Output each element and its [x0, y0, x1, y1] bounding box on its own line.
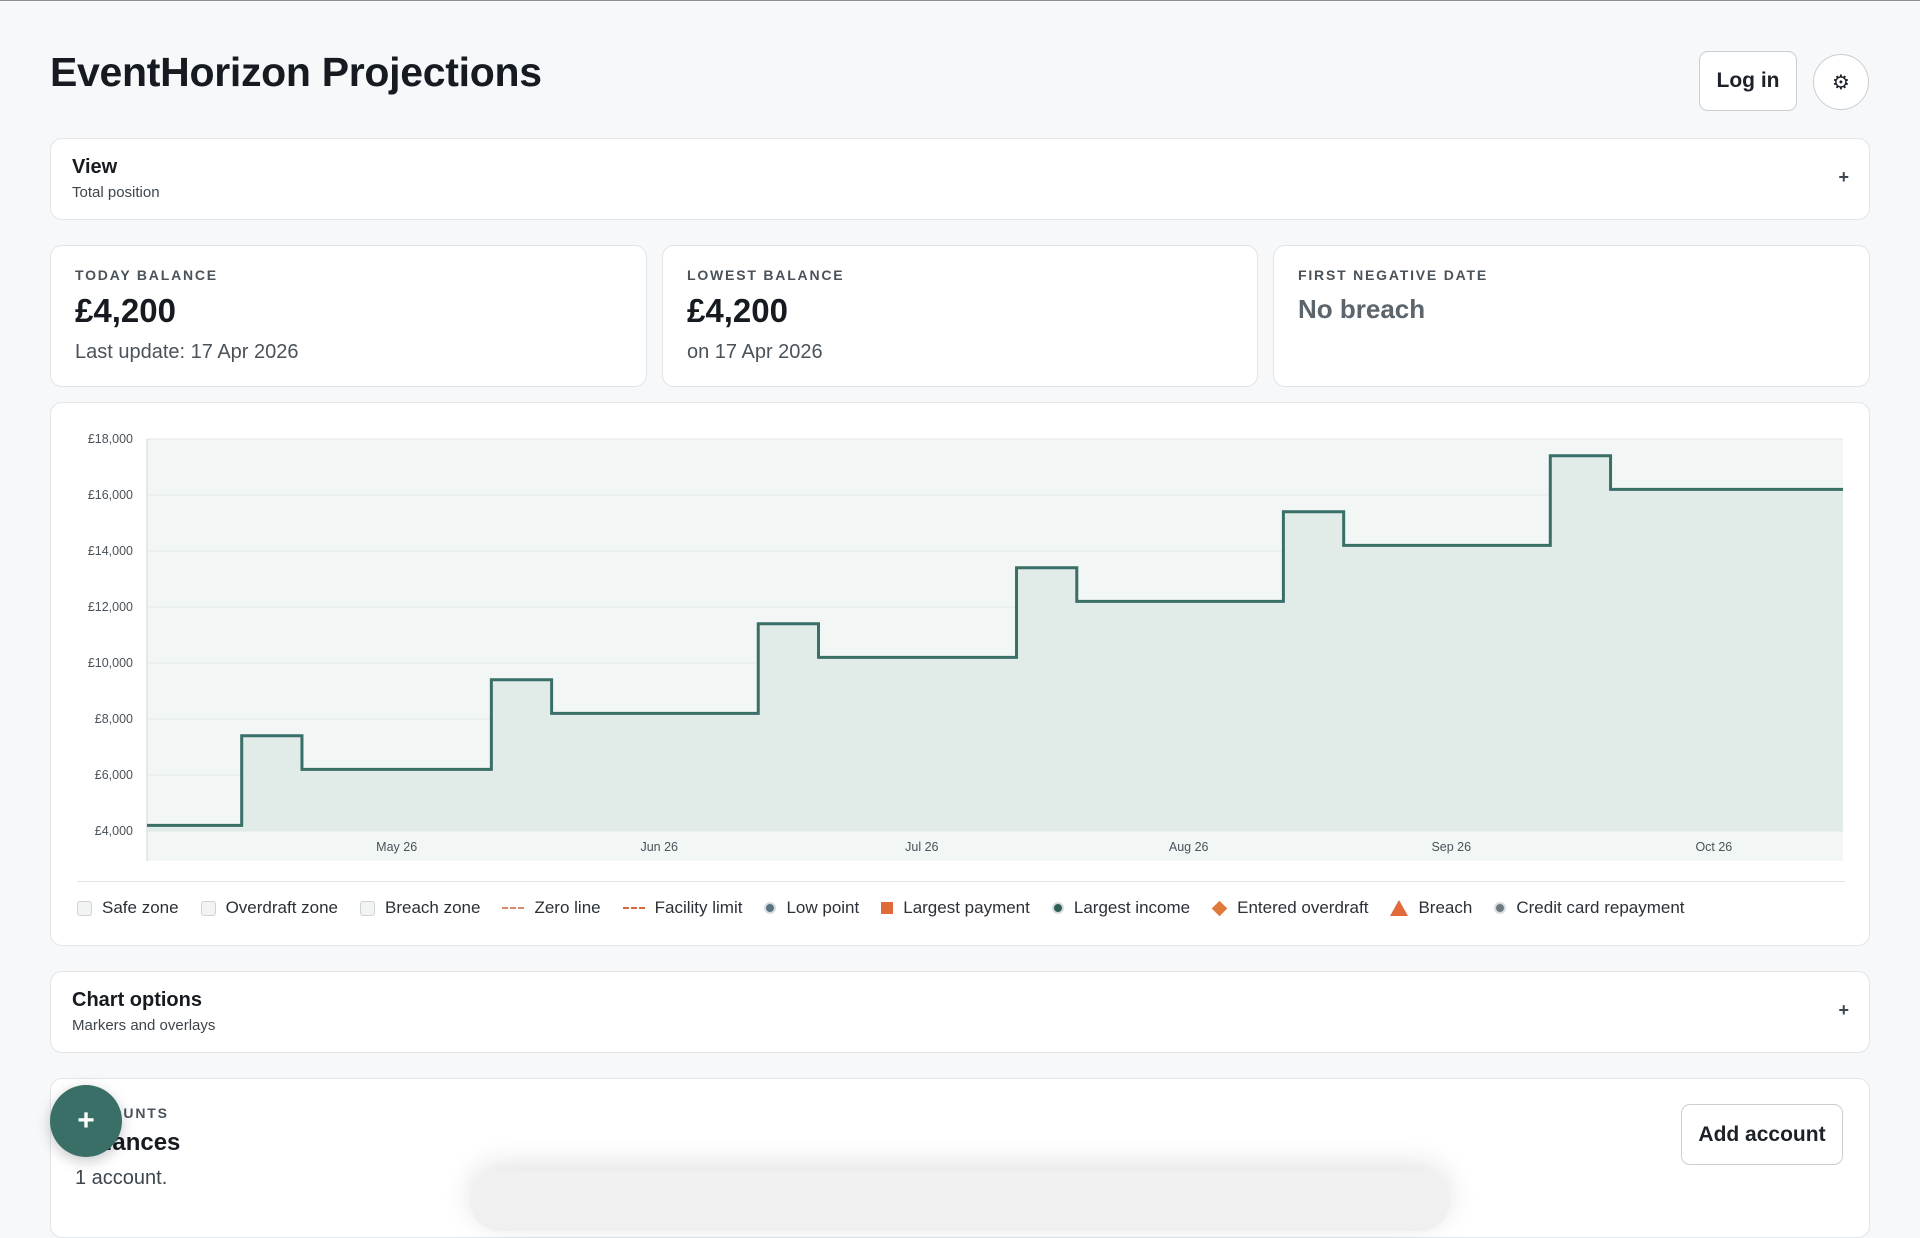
legend-label: Facility limit — [654, 898, 743, 917]
x-tick-label: Jun 26 — [640, 840, 678, 854]
legend-item: Zero line — [502, 898, 601, 918]
stat-value: £4,200 — [75, 292, 176, 329]
chart-options-panel[interactable]: Chart options Markers and overlays + — [50, 971, 1870, 1053]
legend-box-swatch — [77, 900, 92, 916]
app-title: EventHorizon Projections — [50, 49, 542, 95]
plus-icon[interactable]: + — [1838, 1000, 1849, 1020]
y-tick-label: £10,000 — [88, 656, 133, 670]
legend-label: Breach zone — [385, 898, 481, 917]
gear-icon: ⚙ — [1832, 71, 1850, 94]
y-tick-label: £16,000 — [88, 488, 133, 502]
y-tick-label: £18,000 — [88, 432, 133, 446]
plus-icon: + — [77, 1104, 95, 1137]
legend-item: Facility limit — [622, 898, 743, 918]
legend-item: Credit card repayment — [1494, 898, 1685, 918]
legend-diamond-icon — [1211, 900, 1228, 916]
stat-label: FIRST NEGATIVE DATE — [1298, 267, 1489, 283]
legend-label: Zero line — [534, 898, 601, 917]
legend-label: Breach — [1418, 898, 1473, 917]
legend-item: Largest payment — [881, 898, 1030, 918]
stat-label: TODAY BALANCE — [75, 267, 218, 283]
x-tick-label: Sep 26 — [1431, 840, 1471, 854]
legend-dash-swatch — [502, 907, 525, 909]
legend-label: Largest income — [1073, 898, 1191, 917]
bottom-sheet-shadow — [470, 1171, 1450, 1231]
stat-card-first-negative-date: FIRST NEGATIVE DATE No breach — [1273, 245, 1870, 387]
legend-triangle-icon — [1390, 900, 1409, 916]
stat-card-today-balance: TODAY BALANCE £4,200 Last update: 17 Apr… — [50, 245, 647, 387]
legend-dash-swatch — [622, 907, 645, 909]
legend-dot-icon — [1494, 902, 1507, 914]
add-fab-button[interactable]: + — [50, 1085, 122, 1157]
y-tick-label: £14,000 — [88, 544, 133, 558]
x-tick-label: Oct 26 — [1695, 840, 1732, 854]
legend-box-swatch — [200, 900, 216, 916]
balance-chart: £18,000 £16,000 £14,000 £12,000 £10,000 £8,00… — [88, 432, 1843, 861]
legend-item: Low point — [764, 898, 859, 918]
stat-label: LOWEST BALANCE — [687, 267, 845, 283]
stat-value: No breach — [1298, 294, 1426, 324]
plus-icon[interactable]: + — [1838, 167, 1849, 187]
y-tick-label: £12,000 — [88, 600, 133, 614]
accounts-count: 1 account. — [75, 1167, 168, 1189]
legend-item: Entered overdraft — [1211, 898, 1369, 918]
legend-label: Overdraft zone — [225, 898, 339, 917]
chart-options-title: Chart options — [72, 989, 202, 1011]
chart-legend: Safe zone Overdraft zone Breach zone Zero l… — [77, 898, 1707, 918]
stat-value: £4,200 — [687, 292, 788, 329]
chart-card: £18,000 £16,000 £14,000 £12,000 £10,000 £8,00… — [50, 402, 1870, 946]
y-tick-label: £4,000 — [95, 824, 133, 838]
balance-line — [147, 454, 1843, 827]
settings-button[interactable]: ⚙ — [1813, 54, 1869, 110]
legend-label: Low point — [786, 898, 860, 917]
legend-item: Breach zone — [360, 898, 480, 918]
legend-dot-icon — [764, 902, 777, 914]
legend-label: Credit card repayment — [1516, 898, 1685, 917]
y-tick-label: £6,000 — [95, 768, 133, 782]
legend-box-swatch — [360, 900, 376, 916]
legend-item: Largest income — [1051, 898, 1191, 918]
login-button[interactable]: Log in — [1699, 51, 1797, 111]
stat-note: Last update: 17 Apr 2026 — [75, 341, 299, 363]
legend-label: Entered overdraft — [1237, 898, 1369, 917]
stat-note: on 17 Apr 2026 — [687, 341, 823, 363]
view-panel-title: View — [72, 156, 118, 178]
x-tick-label: Jul 26 — [905, 840, 938, 854]
area-fill — [147, 455, 1843, 831]
legend-dot-icon — [1051, 902, 1064, 914]
legend-item: Safe zone — [77, 898, 179, 918]
add-account-button[interactable]: Add account — [1681, 1104, 1843, 1165]
stat-card-lowest-balance: LOWEST BALANCE £4,200 on 17 Apr 2026 — [662, 245, 1258, 387]
legend-item: Breach — [1390, 898, 1472, 918]
y-tick-label: £8,000 — [95, 712, 133, 726]
legend-square-icon — [881, 902, 894, 914]
view-panel[interactable]: View Total position + — [50, 138, 1870, 220]
chart-options-subtitle: Markers and overlays — [72, 1017, 216, 1034]
legend-label: Safe zone — [102, 898, 179, 917]
view-panel-subtitle: Total position — [72, 184, 160, 201]
legend-label: Largest payment — [903, 898, 1030, 917]
legend-item: Overdraft zone — [200, 898, 339, 918]
x-tick-label: Aug 26 — [1169, 840, 1209, 854]
chart-divider — [77, 881, 1845, 882]
x-tick-label: May 26 — [376, 840, 417, 854]
